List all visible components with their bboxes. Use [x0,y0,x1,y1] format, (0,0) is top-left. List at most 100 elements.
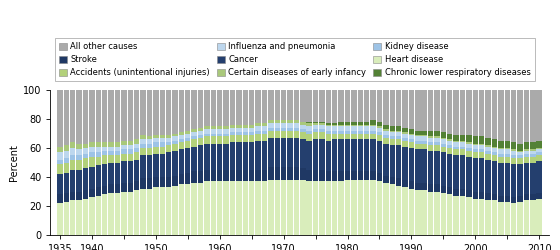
Bar [306,181,312,235]
Bar [530,200,535,235]
Bar [415,190,421,235]
Bar [370,126,376,130]
Bar [134,139,139,144]
Bar [530,194,535,200]
Bar [479,145,484,150]
Bar [300,168,306,180]
Bar [76,90,82,144]
Bar [102,155,108,164]
Bar [64,158,69,162]
Bar [242,128,248,132]
Bar [505,157,510,162]
Bar [460,196,465,235]
Bar [345,90,350,122]
Bar [306,90,312,122]
Bar [262,141,267,170]
Bar [313,132,318,139]
Bar [198,130,203,135]
Bar [313,181,318,235]
Bar [536,199,542,235]
Bar [530,90,535,142]
Bar [242,142,248,170]
Bar [236,142,241,170]
Bar [377,90,382,122]
Bar [325,126,331,130]
Bar [96,166,101,187]
Bar [332,171,338,181]
Bar [249,142,254,170]
Bar [109,151,114,155]
Bar [198,183,203,235]
Bar [409,135,414,139]
Bar [351,125,357,126]
Bar [338,139,344,171]
Bar [377,132,382,135]
Bar [89,188,95,197]
Bar [466,142,472,144]
Bar [281,123,286,128]
Bar [306,141,312,170]
Bar [466,151,472,157]
Bar [185,184,190,235]
Bar [217,181,222,235]
Bar [351,180,357,235]
Bar [268,90,274,120]
Bar [230,125,235,128]
Bar [428,130,433,136]
Bar [370,134,376,139]
Bar [293,120,299,123]
Bar [338,126,344,130]
Bar [498,148,503,150]
Bar [147,136,152,139]
Bar [479,90,484,136]
Bar [338,122,344,125]
Bar [128,150,133,154]
Bar [255,126,261,130]
Bar [89,142,95,146]
Bar [460,155,465,188]
Bar [338,171,344,181]
Bar [268,128,274,130]
Bar [460,141,465,142]
Bar [115,184,120,193]
Bar [249,125,254,128]
Bar [268,138,274,167]
Bar [57,146,63,152]
Bar [185,90,190,130]
Bar [396,130,402,132]
Bar [415,141,421,144]
Bar [441,144,446,146]
Bar [293,167,299,180]
Bar [498,196,503,202]
Bar [422,183,427,190]
Bar [402,180,408,187]
Bar [70,170,76,192]
Bar [447,139,452,141]
Bar [166,138,171,142]
Bar [454,135,459,141]
Bar [109,146,114,151]
Bar [345,171,350,180]
Bar [473,192,478,199]
Bar [377,122,382,126]
Bar [505,202,510,235]
Bar [345,126,350,130]
Bar [192,171,197,183]
Bar [319,125,325,129]
Bar [383,183,389,235]
Bar [498,202,503,235]
Bar [274,130,280,138]
Bar [147,139,152,144]
Bar [402,90,408,128]
Bar [179,142,184,150]
Bar [70,155,76,160]
Bar [486,146,491,151]
Bar [351,134,357,139]
Bar [517,202,523,235]
Bar [57,174,63,195]
Bar [211,170,216,181]
Bar [287,120,293,123]
Bar [236,90,241,125]
Bar [109,193,114,235]
Bar [160,187,165,235]
